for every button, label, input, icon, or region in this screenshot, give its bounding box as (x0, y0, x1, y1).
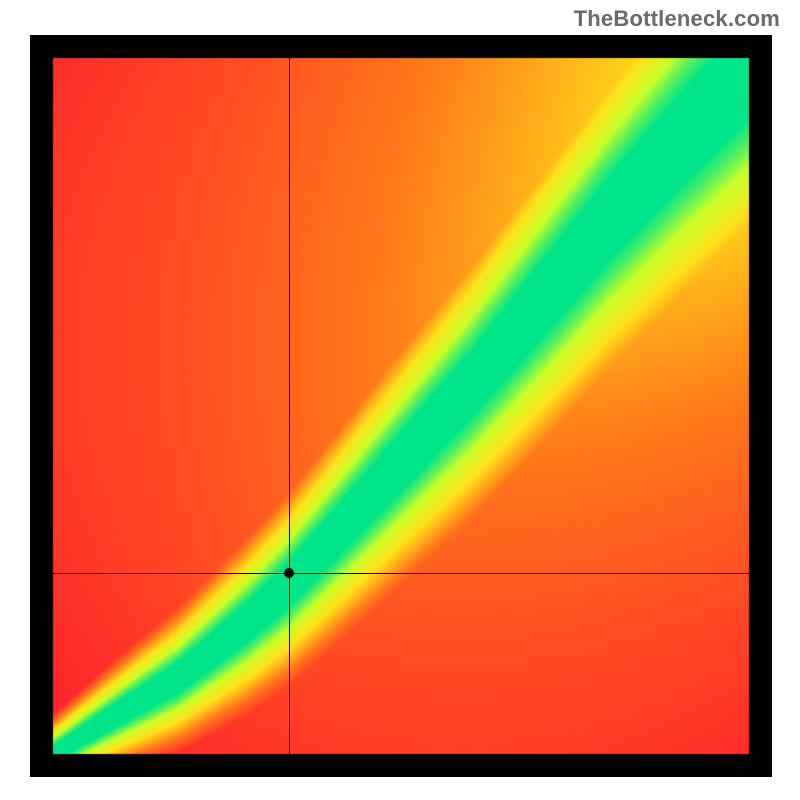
heatmap-canvas (30, 35, 772, 777)
crosshair-horizontal (52, 573, 749, 574)
watermark-text: TheBottleneck.com (574, 6, 780, 32)
crosshair-marker (284, 568, 294, 578)
crosshair-vertical (289, 57, 290, 754)
chart-frame (30, 35, 772, 777)
